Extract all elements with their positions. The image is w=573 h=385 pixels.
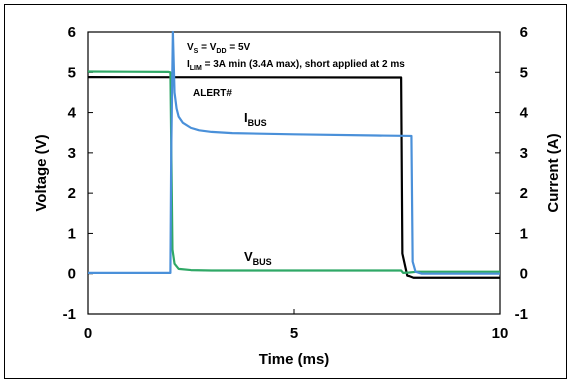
y-left-tick-label: 2 (68, 185, 76, 202)
y-right-tick-label: 0 (520, 266, 528, 283)
y-right-tick-label: 6 (520, 24, 528, 41)
y-left-tick-label: 0 (68, 266, 76, 283)
x-tick-label: 0 (84, 325, 92, 342)
x-tick-label: 5 (290, 325, 298, 342)
y-axis-left-label: Voltage (V) (33, 134, 50, 211)
series-line-alert (87, 76, 500, 279)
series-label-vbus: VBUS (244, 249, 272, 267)
y-axis-left-ticks: -1 0 1 2 3 4 5 6 (63, 24, 93, 323)
y-right-tick-label: -1 (515, 306, 528, 323)
y-right-tick-label: 4 (520, 105, 529, 122)
y-right-tick-label: 2 (520, 185, 528, 202)
series-layer (87, 30, 500, 279)
series-line-vbus (87, 70, 500, 275)
y-axis-right-label: Current (A) (545, 133, 562, 212)
y-axis-right-ticks: -1 0 1 2 3 4 5 6 (495, 24, 529, 323)
y-left-tick-label: 5 (68, 64, 76, 81)
y-right-tick-label: 5 (520, 64, 528, 81)
y-left-tick-label: 3 (68, 145, 76, 162)
y-right-tick-label: 3 (520, 145, 528, 162)
y-left-tick-label: -1 (63, 306, 76, 323)
annotation-supply-voltage: VS = VDD = 5V (187, 42, 251, 55)
y-left-tick-label: 1 (68, 225, 76, 242)
series-label-alert: ALERT# (193, 88, 232, 99)
x-tick-label: 10 (492, 325, 509, 342)
plot-area (87, 31, 501, 315)
series-line-ibus (88, 30, 500, 275)
x-axis-label: Time (ms) (259, 351, 330, 368)
annotation-current-limit: ILIM = 3A min (3.4A max), short applied … (187, 59, 405, 72)
y-left-tick-label: 6 (68, 24, 76, 41)
x-axis-ticks: 0 5 10 (84, 309, 509, 342)
y-right-tick-label: 1 (520, 225, 528, 242)
series-label-ibus: IBUS (244, 110, 267, 128)
y-left-tick-label: 4 (68, 105, 77, 122)
